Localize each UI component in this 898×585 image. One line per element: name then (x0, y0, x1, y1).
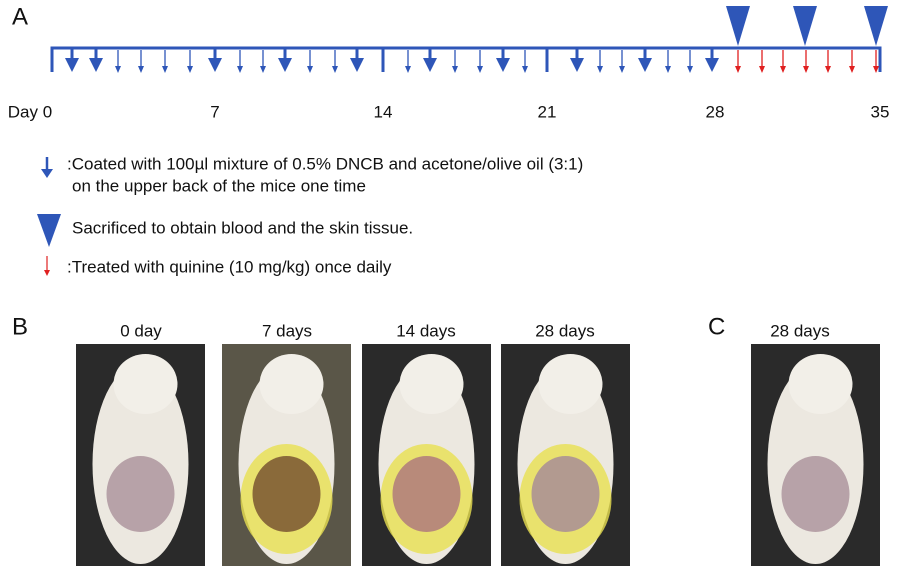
legend-text: on the upper back of the mice one time (72, 176, 366, 195)
application-arrow-head (115, 66, 121, 73)
application-arrow-head (522, 66, 528, 73)
timeline (50, 6, 888, 73)
treatment-arrow-head (825, 66, 831, 73)
day-label: 21 (538, 102, 557, 121)
day-label: 7 (210, 102, 219, 121)
application-arrow-head (705, 58, 719, 72)
skin-lesion (252, 456, 321, 532)
application-arrow-head (477, 66, 483, 73)
application-arrow-head (687, 66, 693, 73)
photo-caption: 28 days (535, 321, 595, 340)
timeline-axis (50, 46, 882, 72)
sacrifice-marker (864, 6, 888, 46)
legend-text: :Treated with quinine (10 mg/kg) once da… (67, 257, 392, 276)
application-arrow-head (597, 66, 603, 73)
application-arrow-head (162, 66, 168, 73)
application-arrow-head (89, 58, 103, 72)
skin-lesion (531, 456, 600, 532)
application-arrow-head (350, 58, 364, 72)
panel-label: A (12, 3, 28, 30)
application-arrow-head (638, 58, 652, 72)
skin-lesion (392, 456, 461, 532)
application-arrow-head (208, 58, 222, 72)
photos (76, 344, 880, 566)
mouse-head (788, 354, 853, 414)
application-arrow-head (405, 66, 411, 73)
application-arrow-head (452, 66, 458, 73)
photo-caption: 14 days (396, 321, 456, 340)
skin-lesion (106, 456, 175, 532)
application-arrow-head (187, 66, 193, 73)
application-arrow-head (278, 58, 292, 72)
panel-label: B (12, 313, 28, 340)
treatment-arrow-head (735, 66, 741, 73)
day-label: Day 0 (8, 102, 52, 121)
application-arrow-head (619, 66, 625, 73)
treatment-arrow-head (849, 66, 855, 73)
sacrifice-marker (726, 6, 750, 46)
treatment-arrow-head (759, 66, 765, 73)
application-arrow-head (138, 66, 144, 73)
panel-label: C (708, 313, 725, 340)
application-arrow-head (423, 58, 437, 72)
photo-caption: 7 days (262, 321, 312, 340)
mouse-head (259, 354, 324, 414)
legend-text: :Coated with 100µl mixture of 0.5% DNCB … (67, 154, 583, 173)
application-arrow-head (570, 58, 584, 72)
day-label: 35 (871, 102, 890, 121)
mouse-head (399, 354, 464, 414)
treatment-arrow-head (780, 66, 786, 73)
day-label: 14 (374, 102, 393, 121)
skin-lesion (781, 456, 850, 532)
treatment-arrow-head (803, 66, 809, 73)
application-arrow-head (307, 66, 313, 73)
application-arrow-head (496, 58, 510, 72)
application-arrow-head (332, 66, 338, 73)
mouse-head (538, 354, 603, 414)
legend-symbols (37, 157, 61, 276)
sacrifice-marker (793, 6, 817, 46)
day-label: 28 (706, 102, 725, 121)
application-arrow-head (260, 66, 266, 73)
treatment-arrow-head (873, 66, 879, 73)
mouse-head (113, 354, 178, 414)
application-arrow-head (665, 66, 671, 73)
photo-caption: 0 day (120, 321, 162, 340)
photo-caption: 28 days (770, 321, 830, 340)
legend-text: Sacrificed to obtain blood and the skin … (72, 218, 413, 237)
application-arrow-head (65, 58, 79, 72)
application-arrow-head (237, 66, 243, 73)
